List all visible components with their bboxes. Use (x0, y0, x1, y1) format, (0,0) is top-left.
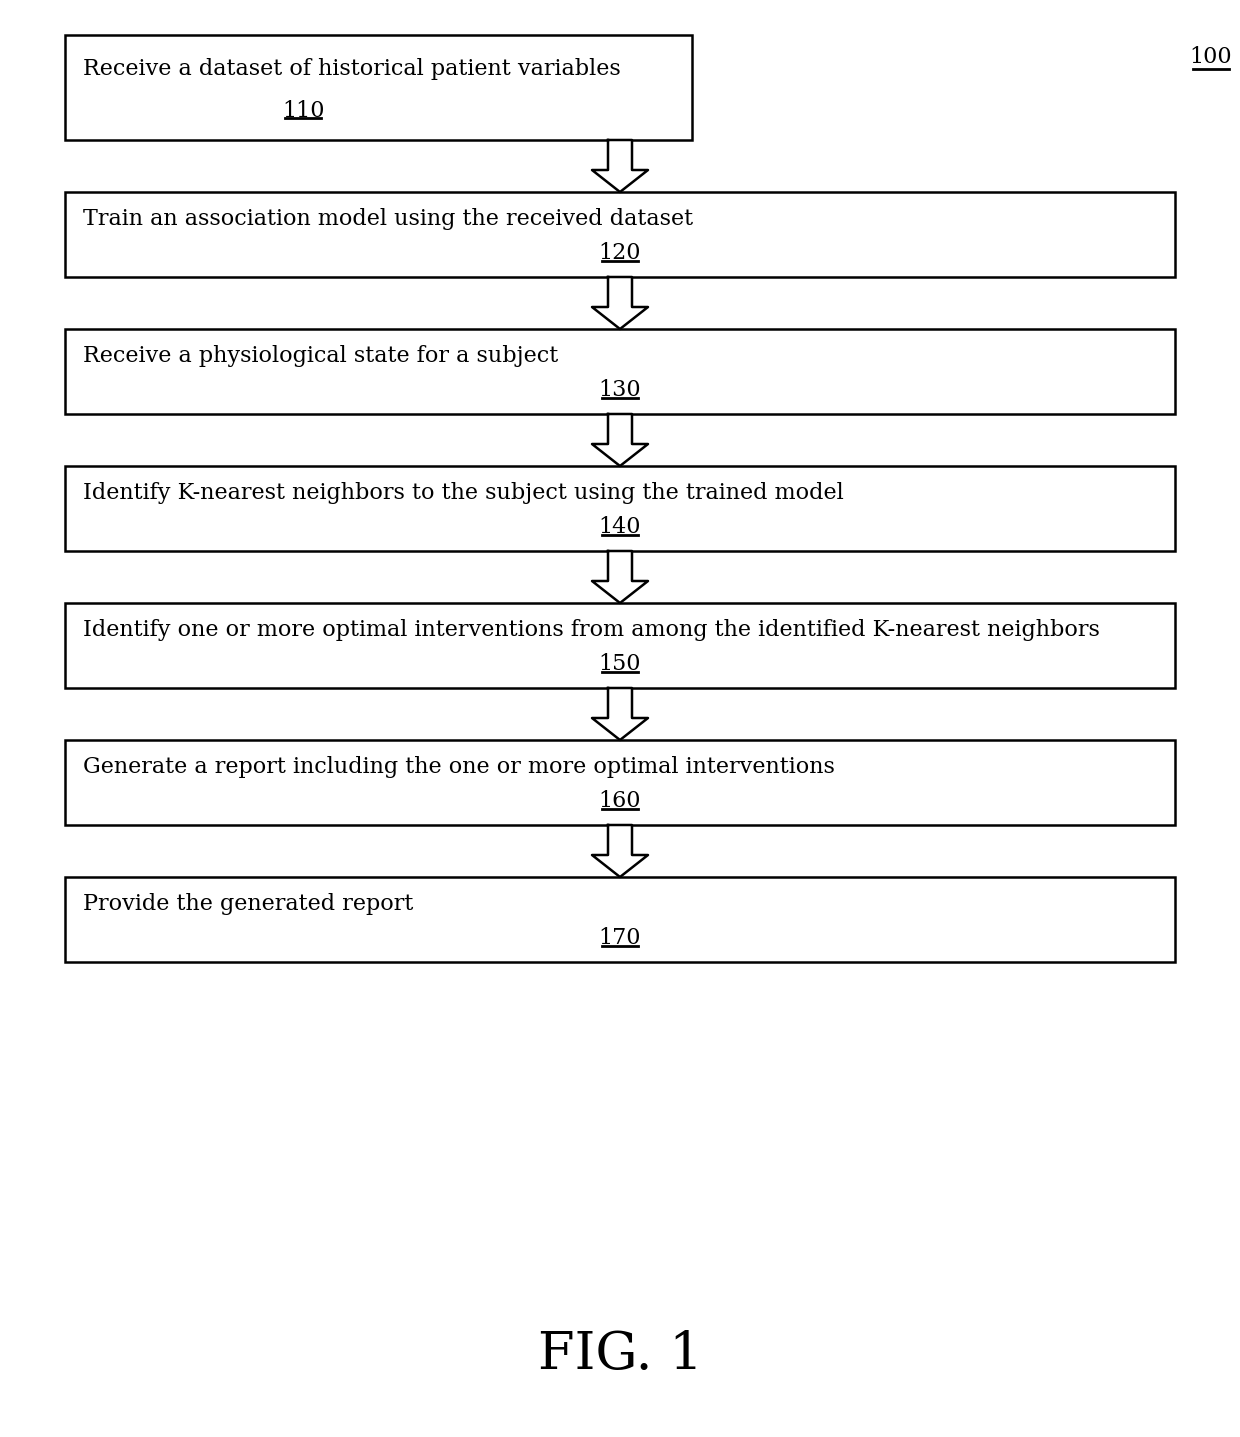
Polygon shape (591, 139, 649, 193)
Polygon shape (591, 414, 649, 466)
Text: 130: 130 (599, 379, 641, 401)
Text: 170: 170 (599, 927, 641, 950)
Text: FIG. 1: FIG. 1 (538, 1329, 702, 1380)
Text: 140: 140 (599, 516, 641, 539)
Text: 100: 100 (1189, 46, 1233, 68)
Polygon shape (591, 688, 649, 740)
Text: Train an association model using the received dataset: Train an association model using the rec… (83, 208, 693, 230)
Bar (64, 34, 692, 139)
Bar (64, 466, 1176, 550)
Text: 110: 110 (281, 99, 325, 122)
Text: Receive a physiological state for a subject: Receive a physiological state for a subj… (83, 345, 558, 368)
Bar (64, 740, 1176, 825)
Text: 150: 150 (599, 654, 641, 675)
Bar (64, 193, 1176, 277)
Text: 160: 160 (599, 790, 641, 812)
Polygon shape (591, 550, 649, 604)
Text: Identify K-nearest neighbors to the subject using the trained model: Identify K-nearest neighbors to the subj… (83, 483, 843, 504)
Text: Generate a report including the one or more optimal interventions: Generate a report including the one or m… (83, 756, 835, 779)
Polygon shape (591, 825, 649, 877)
Bar (64, 604, 1176, 688)
Text: Provide the generated report: Provide the generated report (83, 894, 413, 915)
Bar (64, 877, 1176, 961)
Polygon shape (591, 277, 649, 329)
Text: Receive a dataset of historical patient variables: Receive a dataset of historical patient … (83, 57, 621, 79)
Bar (64, 329, 1176, 414)
Text: Identify one or more optimal interventions from among the identified K-nearest n: Identify one or more optimal interventio… (83, 619, 1100, 641)
Text: 120: 120 (599, 243, 641, 264)
